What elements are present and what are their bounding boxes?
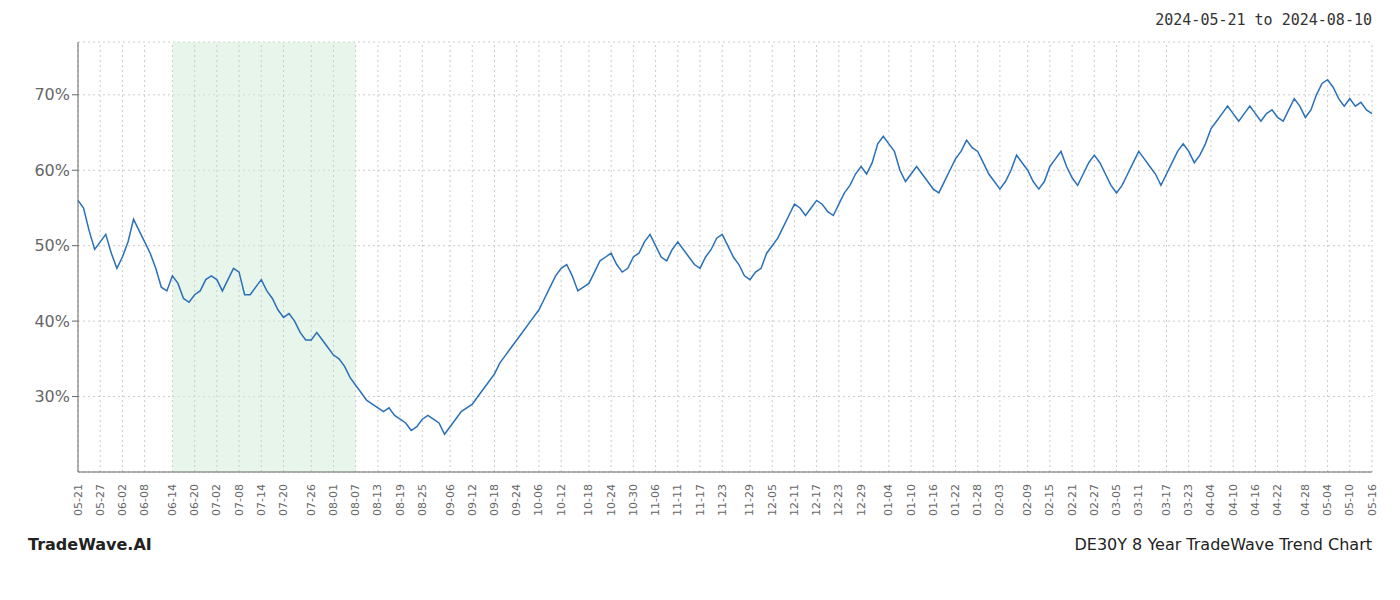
svg-text:07-26: 07-26: [305, 484, 318, 516]
svg-text:07-02: 07-02: [210, 484, 223, 516]
svg-text:05-27: 05-27: [94, 484, 107, 516]
svg-text:05-21: 05-21: [72, 484, 85, 516]
svg-text:02-03: 02-03: [993, 484, 1006, 516]
svg-text:08-25: 08-25: [416, 484, 429, 516]
svg-text:06-14: 06-14: [166, 484, 179, 516]
svg-text:04-28: 04-28: [1299, 484, 1312, 516]
svg-text:06-02: 06-02: [116, 484, 129, 516]
svg-text:12-17: 12-17: [810, 484, 823, 516]
svg-text:01-04: 01-04: [882, 484, 895, 516]
html-text:TradeWave.AI: TradeWave.AI: [28, 535, 152, 554]
svg-text:05-10: 05-10: [1343, 484, 1356, 516]
svg-text:09-24: 09-24: [510, 484, 523, 516]
svg-text:09-18: 09-18: [488, 484, 501, 516]
svg-text:50%: 50%: [34, 236, 70, 255]
html-text:DE30Y 8 Year TradeWave Trend C: DE30Y 8 Year TradeWave Trend Chart: [1074, 535, 1372, 554]
svg-text:60%: 60%: [34, 161, 70, 180]
svg-text:11-17: 11-17: [694, 484, 707, 516]
svg-text:40%: 40%: [34, 312, 70, 331]
svg-text:08-19: 08-19: [394, 484, 407, 516]
svg-text:01-10: 01-10: [905, 484, 918, 516]
svg-text:02-09: 02-09: [1021, 484, 1034, 516]
svg-text:01-16: 01-16: [927, 484, 940, 516]
svg-text:09-12: 09-12: [466, 484, 479, 516]
svg-text:02-27: 02-27: [1088, 484, 1101, 516]
svg-text:06-20: 06-20: [188, 484, 201, 516]
svg-text:08-01: 08-01: [327, 484, 340, 516]
svg-text:11-29: 11-29: [743, 484, 756, 516]
html-text:2024-05-21 to 2024-08-10: 2024-05-21 to 2024-08-10: [1155, 11, 1372, 29]
svg-text:04-22: 04-22: [1271, 484, 1284, 516]
svg-text:10-06: 10-06: [532, 484, 545, 516]
svg-text:70%: 70%: [34, 85, 70, 104]
svg-text:08-07: 08-07: [349, 484, 362, 516]
svg-text:05-04: 05-04: [1321, 484, 1334, 516]
svg-text:10-24: 10-24: [605, 484, 618, 516]
svg-text:11-11: 11-11: [671, 484, 684, 516]
svg-text:08-13: 08-13: [371, 484, 384, 516]
svg-text:06-08: 06-08: [138, 484, 151, 516]
svg-text:01-28: 01-28: [971, 484, 984, 516]
svg-text:10-18: 10-18: [582, 484, 595, 516]
svg-text:07-20: 07-20: [277, 484, 290, 516]
svg-text:05-16: 05-16: [1366, 484, 1379, 516]
svg-text:02-21: 02-21: [1066, 484, 1079, 516]
svg-text:12-29: 12-29: [855, 484, 868, 516]
svg-text:02-15: 02-15: [1043, 484, 1056, 516]
svg-text:04-16: 04-16: [1249, 484, 1262, 516]
svg-text:09-06: 09-06: [444, 484, 457, 516]
svg-text:07-14: 07-14: [255, 484, 268, 516]
svg-text:03-17: 03-17: [1160, 484, 1173, 516]
svg-text:12-23: 12-23: [832, 484, 845, 516]
svg-text:04-04: 04-04: [1204, 484, 1217, 516]
svg-text:11-23: 11-23: [716, 484, 729, 516]
svg-text:12-11: 12-11: [788, 484, 801, 516]
svg-text:03-05: 03-05: [1110, 484, 1123, 516]
svg-text:10-12: 10-12: [555, 484, 568, 516]
svg-text:10-30: 10-30: [627, 484, 640, 516]
svg-text:04-10: 04-10: [1227, 484, 1240, 516]
svg-text:11-06: 11-06: [649, 484, 662, 516]
svg-text:30%: 30%: [34, 387, 70, 406]
svg-text:07-08: 07-08: [233, 484, 246, 516]
svg-text:03-23: 03-23: [1182, 484, 1195, 516]
svg-text:12-05: 12-05: [766, 484, 779, 516]
svg-text:03-11: 03-11: [1132, 484, 1145, 516]
svg-text:01-22: 01-22: [949, 484, 962, 516]
